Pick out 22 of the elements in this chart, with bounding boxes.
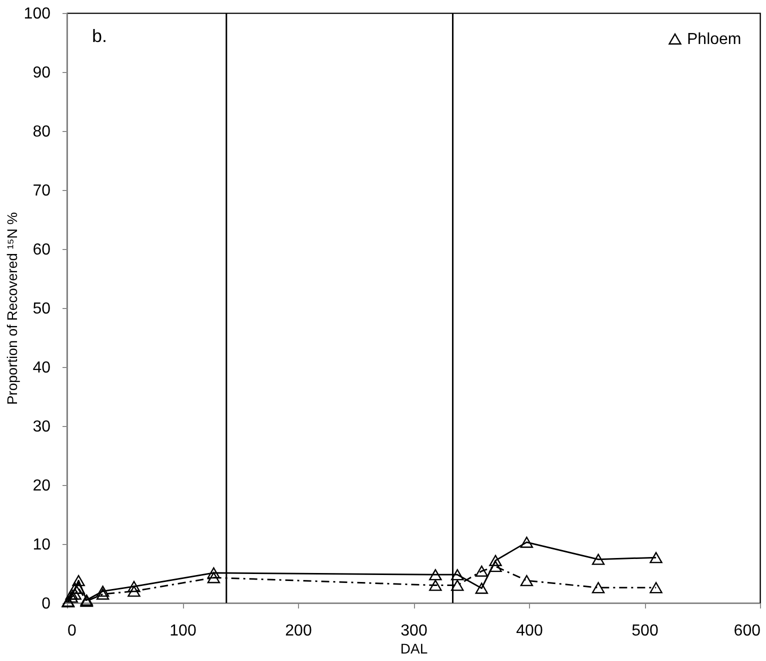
y-tick-label: 80	[32, 124, 51, 140]
y-tick-label: 70	[32, 182, 51, 200]
x-tick-label: 400	[516, 622, 543, 640]
legend-label: Phloem	[687, 31, 742, 48]
y-tick-label: 90	[32, 64, 51, 82]
annotation: b.	[92, 26, 108, 46]
x-axis-title: DAL	[400, 640, 428, 656]
y-tick-label: 0	[42, 596, 51, 612]
y-axis-title: Proportion of Recovered ¹⁵N %	[4, 212, 20, 405]
y-tick-label: 40	[32, 360, 51, 376]
y-tick-label: 20	[32, 478, 51, 494]
x-tick-label: 300	[400, 622, 428, 640]
y-tick-label: 100	[24, 6, 51, 22]
x-tick-label: 600	[734, 622, 761, 640]
y-tick-label: 10	[32, 536, 51, 554]
y-tick-label: 60	[32, 242, 51, 258]
x-tick-label: 0	[68, 622, 76, 640]
x-tick-label: 500	[632, 622, 658, 640]
y-tick-label: 50	[32, 300, 51, 318]
x-tick-label: 200	[285, 622, 312, 640]
y-tick-label: 30	[32, 418, 51, 436]
x-tick-label: 100	[170, 622, 196, 640]
